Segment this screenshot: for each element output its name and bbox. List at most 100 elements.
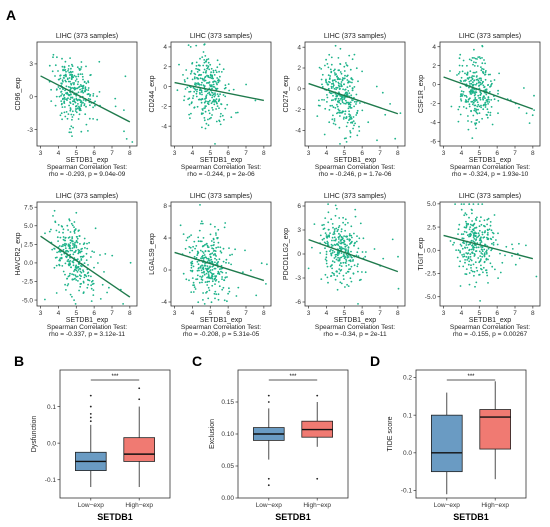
scatter-point <box>344 229 346 232</box>
scatter-point <box>192 97 194 100</box>
scatter-point <box>323 227 326 230</box>
scatter-point <box>463 226 466 229</box>
scatter-point <box>63 111 66 114</box>
scatter-point <box>70 125 73 128</box>
scatter-point <box>333 120 336 122</box>
scatter-point <box>111 254 114 257</box>
scatter-point <box>459 243 462 246</box>
scatter-point <box>189 246 192 249</box>
x-tick-label: High−exp <box>125 502 153 509</box>
scatter-point <box>472 224 475 227</box>
scatter-point <box>336 86 339 89</box>
scatter-point <box>465 96 468 98</box>
scatter-point <box>208 81 211 83</box>
scatter-point <box>204 75 207 78</box>
scatter-point <box>92 93 95 95</box>
scatter-point <box>197 64 200 67</box>
scatter-point <box>467 223 469 226</box>
scatter-point <box>62 236 65 238</box>
outlier-point <box>316 477 319 480</box>
scatter-point <box>474 107 476 110</box>
outlier-point <box>267 484 270 487</box>
scatter-point <box>470 233 472 236</box>
scatter-point <box>327 281 329 284</box>
scatter-point <box>343 247 345 250</box>
scatter-point <box>68 218 71 221</box>
scatter-point <box>225 261 227 264</box>
scatter-point <box>497 112 499 115</box>
outlier-point <box>267 394 270 397</box>
scatter-point <box>486 218 489 221</box>
scatter-point <box>454 203 456 206</box>
scatter-point <box>205 71 207 74</box>
scatter-point <box>332 82 334 85</box>
scatter-point <box>479 96 482 99</box>
scatter-point <box>219 246 222 249</box>
scatter-point <box>201 264 203 267</box>
scatter-point <box>337 228 339 231</box>
scatter-point <box>71 224 74 227</box>
scatter-point <box>467 100 469 103</box>
scatter-point <box>345 62 347 64</box>
scatter-point <box>347 285 350 287</box>
scatter-point <box>349 103 352 106</box>
scatter-point <box>62 97 65 100</box>
scatter-point <box>475 91 478 94</box>
scatter-point <box>73 229 76 232</box>
scatter-point <box>254 99 257 102</box>
x-tick-label: Low−exp <box>78 502 105 509</box>
scatter-point <box>335 238 337 241</box>
scatter-point <box>342 221 344 224</box>
scatter-point <box>61 118 63 121</box>
scatter-point <box>74 266 77 269</box>
scatter-panel: LIHC (373 samples)3 4 5 6 7 8-6-3036SETDB1_ex… <box>283 193 406 338</box>
scatter-point <box>64 89 66 92</box>
scatter-point <box>362 237 365 240</box>
scatter-point <box>214 267 217 270</box>
scatter-point <box>331 223 334 225</box>
scatter-point <box>193 255 196 258</box>
scatter-point <box>79 101 82 104</box>
scatter-point <box>98 91 101 93</box>
scatter-point <box>352 116 355 118</box>
scatter-point <box>354 215 357 218</box>
scatter-point <box>472 101 475 104</box>
scatter-point <box>198 269 200 272</box>
scatter-point <box>56 88 58 90</box>
scatter-point <box>81 247 83 250</box>
scatter-point <box>344 88 347 91</box>
scatter-point <box>471 251 474 254</box>
y-tick-label: 0.0 <box>427 247 436 254</box>
x-tick-label: 3 <box>442 310 446 317</box>
scatter-point <box>343 254 345 257</box>
scatter-point <box>459 95 462 98</box>
scatter-point <box>78 85 81 88</box>
scatter-point <box>465 268 468 270</box>
scatter-point <box>345 258 347 261</box>
scatter-point <box>345 260 348 262</box>
scatter-point <box>481 67 483 70</box>
scatter-point <box>69 260 72 262</box>
scatter-point <box>460 208 463 211</box>
scatter-point <box>218 63 221 66</box>
scatter-point <box>328 121 331 124</box>
scatter-point <box>323 99 325 101</box>
scatter-point <box>203 101 206 104</box>
scatter-point <box>473 227 476 229</box>
scatter-point <box>205 122 208 125</box>
scatter-point <box>468 272 471 274</box>
scatter-point <box>220 112 222 115</box>
y-tick-label: 6 <box>297 203 301 210</box>
scatter-point <box>330 87 333 89</box>
scatter-point <box>198 89 201 92</box>
scatter-point <box>73 299 75 301</box>
y-tick-label: -4 <box>161 123 167 130</box>
scatter-point <box>480 248 483 251</box>
scatter-point <box>215 98 218 100</box>
scatter-point <box>337 226 340 229</box>
scatter-point <box>202 252 205 254</box>
scatter-point <box>104 253 107 255</box>
scatter-point <box>334 255 337 258</box>
scatter-point <box>73 244 76 247</box>
scatter-point <box>321 73 324 76</box>
